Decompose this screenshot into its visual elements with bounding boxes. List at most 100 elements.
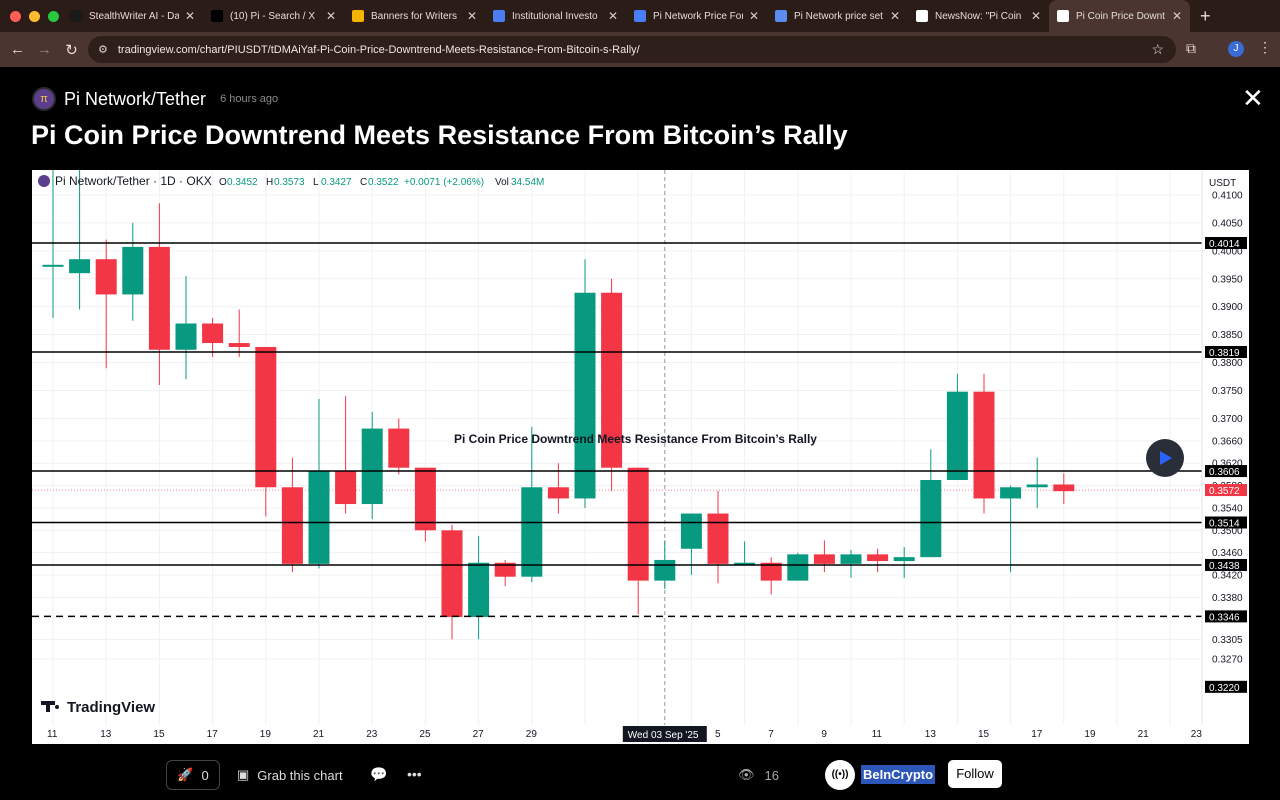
tradingview-logo-icon bbox=[46, 701, 50, 712]
candle-down[interactable] bbox=[255, 346, 277, 488]
browser-tab[interactable]: (10) Pi - Search / X ✕ bbox=[203, 0, 344, 32]
candle-up[interactable] bbox=[574, 292, 596, 499]
symbol-name[interactable]: Pi Network/Tether bbox=[64, 88, 207, 109]
grab-chart-label: Grab this chart bbox=[257, 767, 343, 783]
tab-close-icon[interactable]: ✕ bbox=[1171, 9, 1182, 23]
y-tick-label: 0.3620 bbox=[1212, 459, 1243, 470]
site-settings-icon[interactable]: ⚙ bbox=[98, 44, 108, 56]
price-change: +0.0071 (+2.06%) bbox=[404, 177, 484, 188]
tab-close-icon[interactable]: ✕ bbox=[607, 9, 618, 23]
author-avatar[interactable]: ((•)) bbox=[825, 760, 855, 790]
candle-up[interactable] bbox=[42, 264, 64, 267]
candle-down[interactable] bbox=[335, 471, 357, 505]
close-window-button[interactable] bbox=[10, 10, 21, 22]
candle-up[interactable] bbox=[1000, 487, 1022, 499]
browser-tab-label: Pi Network Price For bbox=[653, 10, 743, 22]
candle-down[interactable] bbox=[813, 554, 835, 564]
candle-down[interactable] bbox=[707, 513, 729, 564]
chart-canvas[interactable]: Pi Coin Price Downtrend Meets Resistance… bbox=[32, 170, 1249, 744]
candle-up[interactable] bbox=[1026, 484, 1048, 488]
candle-down[interactable] bbox=[547, 487, 569, 499]
crosshair-date-label: Wed 03 Sep '25 bbox=[628, 730, 699, 741]
candle-down[interactable] bbox=[228, 343, 250, 347]
candle-down[interactable] bbox=[414, 467, 436, 531]
address-bar-row: ← → ↻ ⚙ tradingview.com/chart/PIUSDT/tDM… bbox=[0, 32, 1280, 67]
candle-up[interactable] bbox=[680, 513, 702, 549]
browser-tab[interactable]: Pi Coin Price Downt ✕ bbox=[1049, 0, 1190, 32]
candle-up[interactable] bbox=[946, 391, 968, 481]
y-tick-label: 0.3660 bbox=[1212, 436, 1243, 447]
candle-up[interactable] bbox=[734, 562, 756, 565]
candle-down[interactable] bbox=[867, 554, 889, 562]
comment-icon[interactable]: 💬 bbox=[370, 766, 388, 782]
follow-button[interactable]: Follow bbox=[948, 760, 1002, 788]
browser-tab[interactable]: StealthWriter AI - Da ✕ bbox=[62, 0, 203, 32]
candle-down[interactable] bbox=[441, 530, 463, 617]
maximize-window-button[interactable] bbox=[48, 10, 59, 22]
ohlc-value: 0.3522 bbox=[368, 177, 399, 188]
browser-tab[interactable]: Institutional Investo ✕ bbox=[485, 0, 626, 32]
tab-close-icon[interactable]: ✕ bbox=[889, 9, 900, 23]
candle-down[interactable] bbox=[388, 428, 410, 468]
browser-menu-icon[interactable]: ⋮ bbox=[1258, 39, 1272, 55]
candle-down[interactable] bbox=[760, 562, 782, 581]
more-options-icon[interactable]: ••• bbox=[407, 766, 422, 782]
candle-up[interactable] bbox=[920, 480, 942, 558]
x-tick-label: 15 bbox=[153, 729, 165, 740]
close-icon[interactable]: ✕ bbox=[1242, 83, 1264, 113]
candle-up[interactable] bbox=[787, 554, 809, 581]
boost-button[interactable]: 🚀 0 bbox=[166, 760, 220, 790]
browser-tab[interactable]: Pi Network Price For ✕ bbox=[626, 0, 767, 32]
candle-down[interactable] bbox=[601, 292, 623, 468]
browser-tab-label: Institutional Investo bbox=[512, 10, 598, 22]
browser-tab[interactable]: NewsNow: "Pi Coin ✕ bbox=[908, 0, 1049, 32]
currency-label: USDT bbox=[1209, 178, 1236, 189]
candle-up[interactable] bbox=[893, 557, 915, 562]
tab-close-icon[interactable]: ✕ bbox=[325, 9, 336, 23]
candle-down[interactable] bbox=[973, 391, 995, 499]
y-tick-label: 0.3950 bbox=[1212, 274, 1243, 285]
candle-up[interactable] bbox=[468, 562, 490, 617]
profile-avatar[interactable]: J bbox=[1228, 41, 1244, 57]
candle-up[interactable] bbox=[521, 487, 543, 577]
price-axis[interactable] bbox=[1202, 170, 1249, 744]
candle-down[interactable] bbox=[627, 467, 649, 581]
bookmark-star-icon[interactable]: ☆ bbox=[1151, 41, 1164, 57]
back-button[interactable]: ← bbox=[10, 41, 25, 58]
candle-down[interactable] bbox=[148, 246, 170, 350]
candle-down[interactable] bbox=[1053, 484, 1075, 492]
y-tick-label: 0.4100 bbox=[1212, 190, 1243, 201]
candle-up[interactable] bbox=[69, 259, 91, 274]
browser-tab[interactable]: Pi Network price set ✕ bbox=[767, 0, 908, 32]
pi-network-logo-icon[interactable]: π bbox=[32, 87, 56, 111]
candle-up[interactable] bbox=[840, 554, 862, 564]
extensions-icon[interactable]: ⧉ bbox=[1186, 40, 1196, 56]
candle-down[interactable] bbox=[494, 562, 516, 577]
forward-button[interactable]: → bbox=[37, 41, 52, 58]
author-name[interactable]: BeInCrypto bbox=[861, 765, 936, 784]
new-tab-button[interactable]: + bbox=[1200, 5, 1211, 26]
candle-up[interactable] bbox=[361, 428, 383, 505]
browser-tab[interactable]: Banners for Writers ✕ bbox=[344, 0, 485, 32]
candle-down[interactable] bbox=[95, 259, 117, 295]
tab-close-icon[interactable]: ✕ bbox=[748, 9, 759, 23]
minimize-window-button[interactable] bbox=[29, 10, 40, 22]
price-chart[interactable]: Pi Coin Price Downtrend Meets Resistance… bbox=[32, 170, 1249, 744]
tab-close-icon[interactable]: ✕ bbox=[184, 9, 195, 23]
grab-chart-button[interactable]: ▣ Grab this chart bbox=[237, 767, 343, 783]
candle-up[interactable] bbox=[308, 471, 330, 564]
candle-up[interactable] bbox=[122, 246, 144, 295]
url-field[interactable]: ⚙ tradingview.com/chart/PIUSDT/tDMAiYaf-… bbox=[88, 36, 1176, 63]
x-tick-label: 29 bbox=[526, 729, 538, 740]
candle-up[interactable] bbox=[175, 323, 197, 350]
candle-up[interactable] bbox=[654, 559, 676, 581]
candle-down[interactable] bbox=[281, 487, 303, 564]
candle-down[interactable] bbox=[202, 323, 224, 344]
drive-icon bbox=[352, 10, 364, 22]
tab-close-icon[interactable]: ✕ bbox=[466, 9, 477, 23]
x-tick-label: 13 bbox=[100, 729, 112, 740]
reload-button[interactable]: ↻ bbox=[65, 41, 78, 59]
level-price-tag bbox=[1205, 610, 1247, 623]
x-tick-label: 7 bbox=[768, 729, 774, 740]
tab-close-icon[interactable]: ✕ bbox=[1030, 9, 1041, 23]
